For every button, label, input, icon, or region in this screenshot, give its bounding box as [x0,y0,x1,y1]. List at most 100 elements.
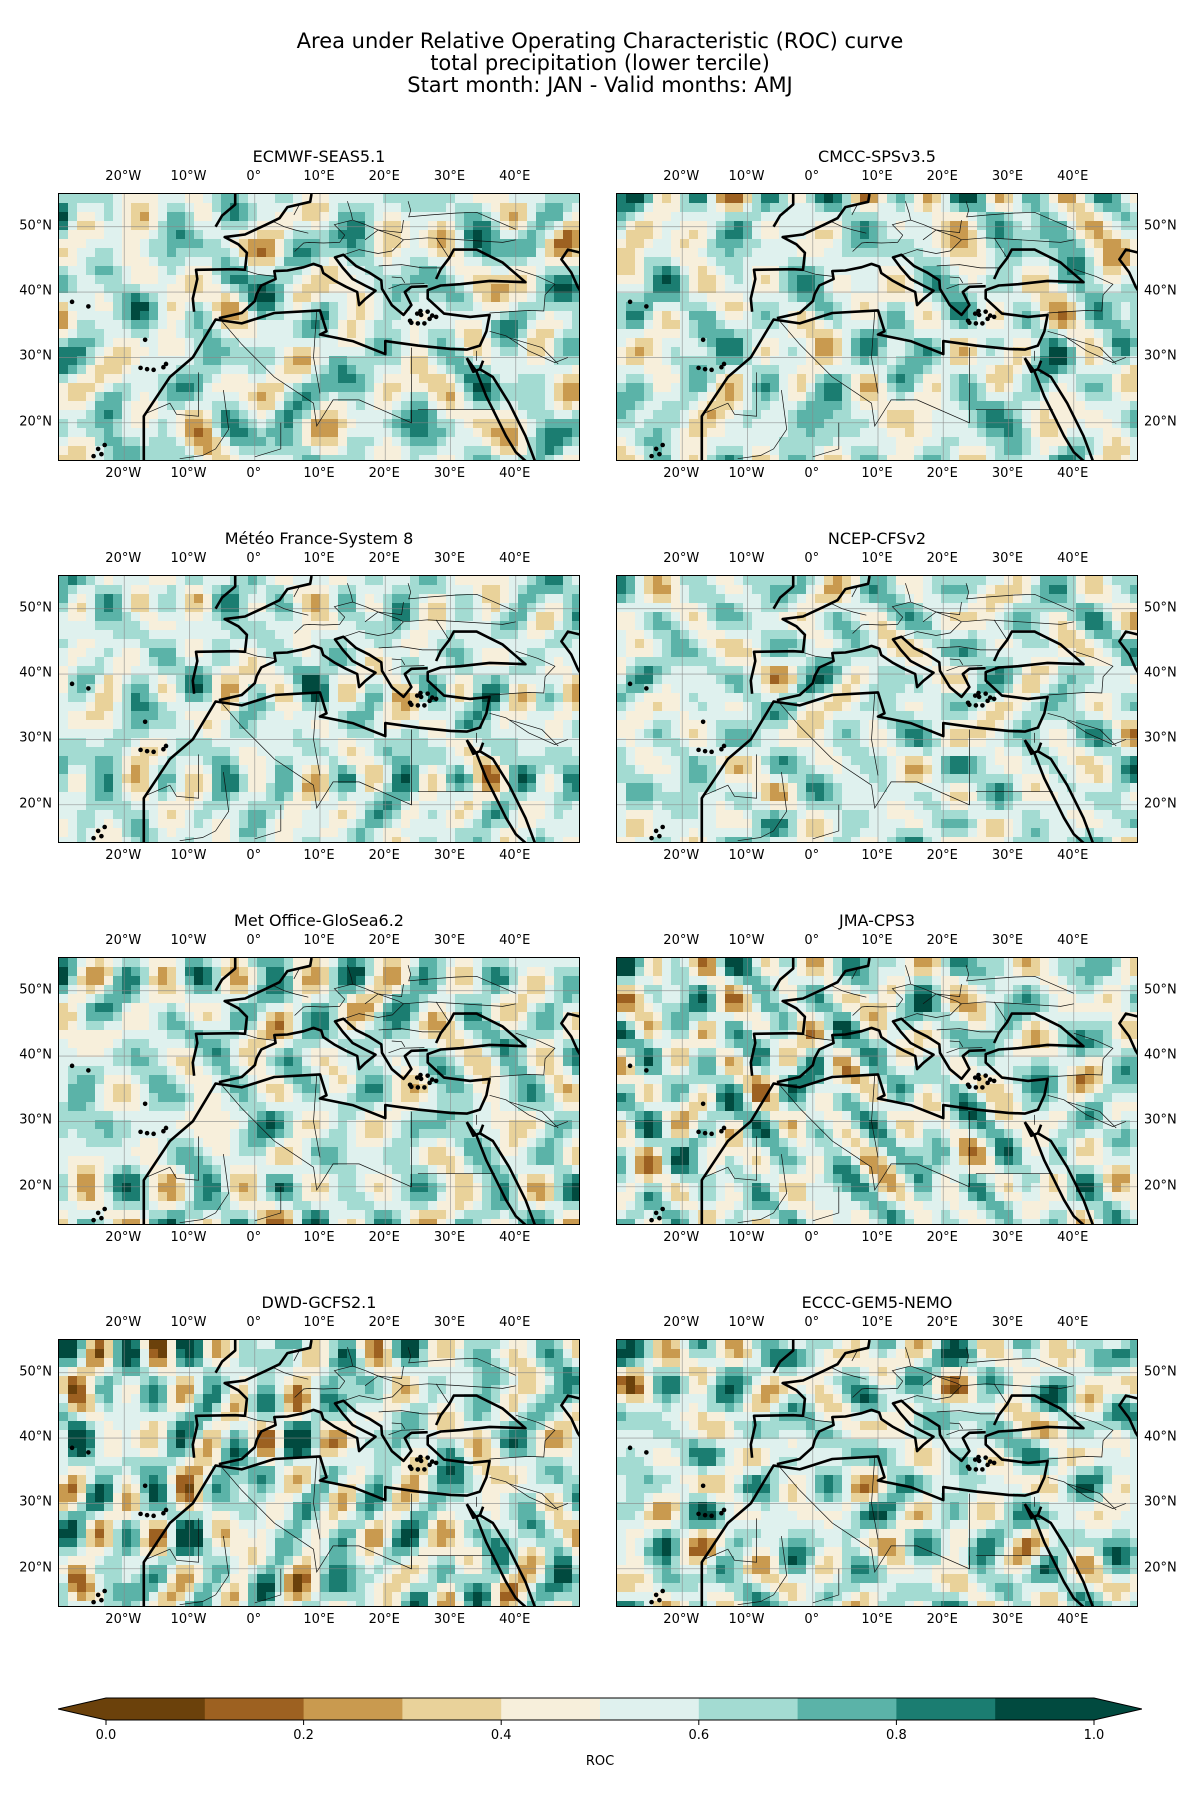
roc-cell [194,693,204,703]
roc-cell [95,675,105,685]
roc-cell [824,455,834,460]
roc-cell [59,419,69,429]
roc-cell [257,419,267,429]
roc-cell [1058,410,1068,420]
roc-cell [1112,194,1122,204]
roc-cell [86,756,96,766]
roc-cell [545,711,555,721]
roc-cell [554,338,564,348]
roc-cell [266,594,276,604]
roc-cell [86,446,96,456]
roc-cell [653,356,663,366]
roc-cell [140,275,150,285]
roc-cell [860,275,870,285]
roc-cell [221,648,231,658]
roc-cell [941,347,951,357]
roc-cell [104,338,114,348]
roc-cell [572,410,579,420]
roc-cell [239,603,249,613]
roc-cell [572,383,579,393]
roc-cell [275,657,285,667]
roc-cell [1112,257,1122,267]
roc-cell [500,284,510,294]
roc-cell [104,576,114,586]
roc-cell [824,392,834,402]
roc-cell [482,203,492,213]
roc-cell [302,284,312,294]
roc-cell [401,747,411,757]
roc-cell [167,639,177,649]
roc-cell [410,356,420,366]
roc-cell [635,221,645,231]
roc-cell [464,338,474,348]
roc-cell [347,203,357,213]
roc-cell [797,428,807,438]
roc-cell [797,212,807,222]
roc-cell [464,446,474,456]
roc-cell [1049,374,1059,384]
roc-cell [968,329,978,339]
roc-cell [1040,428,1050,438]
roc-cell [77,711,87,721]
roc-cell [428,603,438,613]
roc-cell [464,365,474,375]
island [972,311,978,316]
roc-cell [473,428,483,438]
roc-cell [392,639,402,649]
roc-cell [383,666,393,676]
roc-cell [383,639,393,649]
roc-cell [887,392,897,402]
roc-cell [707,419,717,429]
roc-cell [77,585,87,595]
roc-cell [383,257,393,267]
roc-cell [761,347,771,357]
roc-cell [473,594,483,604]
island [696,365,701,371]
roc-cell [284,711,294,721]
roc-cell [329,356,339,366]
roc-cell [563,239,573,249]
roc-cell [923,302,933,312]
roc-cell [815,284,825,294]
roc-cell [104,428,114,438]
roc-cell [149,765,159,775]
roc-cell [338,594,348,604]
roc-cell [266,248,276,258]
roc-cell [644,374,654,384]
roc-cell [662,311,672,321]
roc-cell [1121,392,1131,402]
roc-cell [284,230,294,240]
roc-cell [329,675,339,685]
roc-cell [275,684,285,694]
roc-cell [239,275,249,285]
roc-cell [1013,194,1023,204]
roc-cell [1040,401,1050,411]
roc-cell [1013,284,1023,294]
island [425,309,430,314]
roc-cell [374,585,384,595]
roc-cell [932,374,942,384]
roc-cell [671,428,681,438]
roc-cell [113,711,123,721]
roc-cell [203,666,213,676]
roc-cell [563,419,573,429]
lon-tick-label-top: 0° [246,169,262,184]
roc-cell [356,239,366,249]
roc-cell [941,311,951,321]
roc-cell [1112,383,1122,393]
roc-cell [905,311,915,321]
roc-cell [905,230,915,240]
roc-cell [158,248,168,258]
roc-cell [725,257,735,267]
roc-cell [410,257,420,267]
roc-cell [1094,275,1104,285]
roc-cell [437,365,447,375]
roc-cell [644,311,654,321]
roc-cell [131,446,141,456]
roc-cell [77,203,87,213]
roc-cell [617,338,627,348]
roc-cell [455,666,465,676]
roc-cell [59,275,69,285]
roc-cell [428,711,438,721]
roc-cell [923,248,933,258]
